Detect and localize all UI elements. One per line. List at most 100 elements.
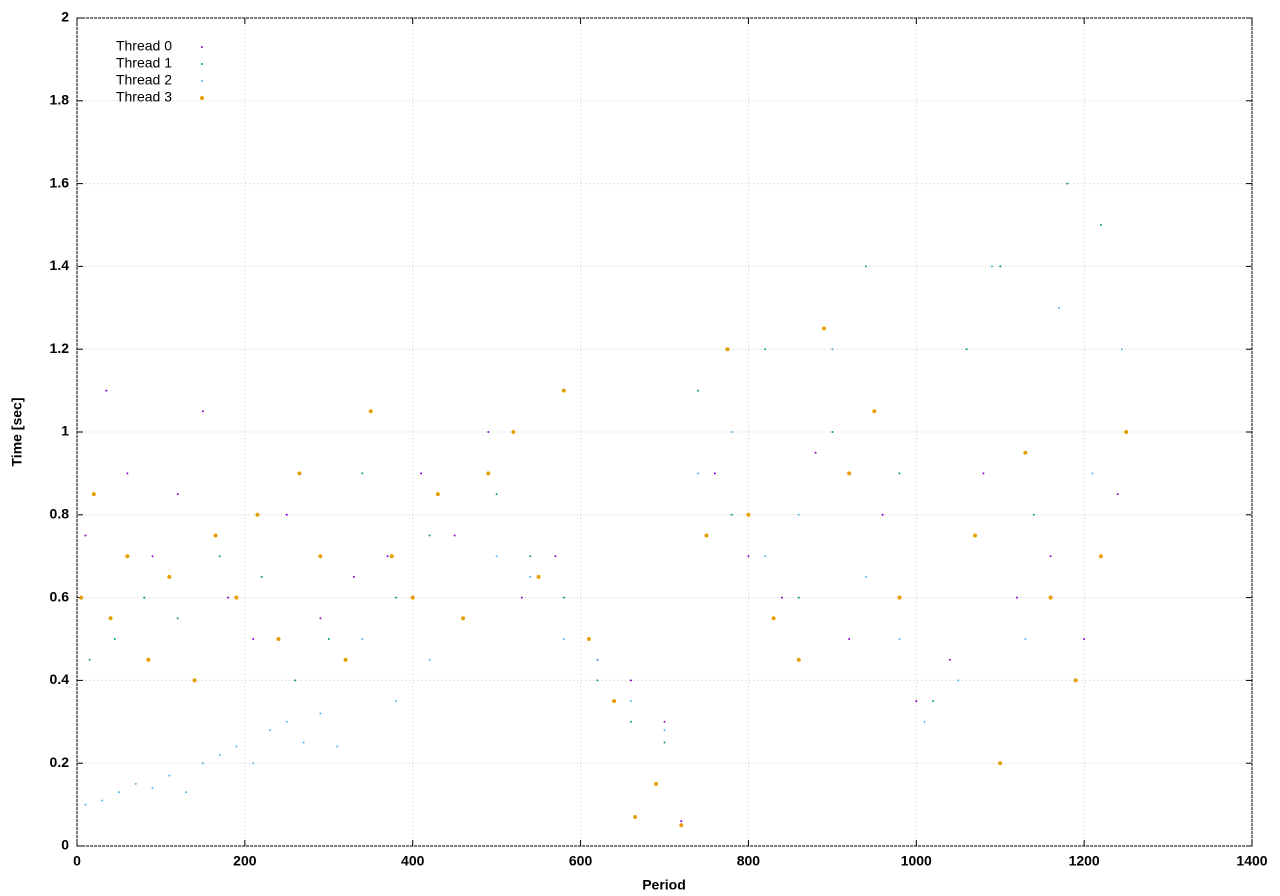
point (151, 787, 154, 790)
point (629, 700, 632, 703)
point (319, 617, 322, 620)
point (285, 720, 288, 723)
point (269, 729, 272, 732)
point (948, 658, 951, 661)
point (294, 679, 297, 682)
point (915, 700, 918, 703)
y-axis-label: Time [sec] (9, 398, 25, 467)
point (1083, 638, 1086, 640)
y-tick-label: 0.8 (50, 506, 70, 522)
point (126, 472, 129, 475)
point (697, 389, 700, 392)
point (1098, 554, 1103, 559)
x-axis-label: Period (642, 877, 686, 893)
point (201, 410, 204, 413)
point (897, 595, 902, 600)
point (327, 638, 330, 640)
point (297, 471, 302, 476)
point (898, 638, 901, 640)
point (957, 679, 960, 682)
point (420, 472, 423, 475)
point (255, 512, 260, 517)
point (486, 471, 491, 476)
point (771, 616, 776, 621)
point (113, 638, 116, 640)
point (1024, 638, 1027, 640)
point (704, 533, 709, 538)
point (998, 761, 1003, 766)
point (680, 820, 683, 823)
point (252, 762, 255, 765)
point (125, 554, 130, 559)
point (167, 574, 172, 579)
point (973, 533, 978, 538)
point (218, 753, 221, 756)
point (848, 638, 851, 640)
point (146, 657, 151, 662)
point (389, 554, 394, 559)
point (318, 554, 323, 559)
point (495, 493, 498, 496)
point (84, 534, 87, 537)
point (797, 596, 800, 599)
point (864, 265, 867, 268)
point (797, 513, 800, 516)
point (1066, 182, 1069, 185)
point (520, 596, 523, 599)
point (88, 658, 91, 661)
point (336, 745, 339, 748)
point (536, 574, 541, 579)
point (764, 348, 767, 351)
point (1116, 493, 1119, 496)
point (529, 555, 532, 558)
point (982, 472, 985, 475)
point (151, 555, 154, 558)
point (176, 617, 179, 620)
point (554, 555, 557, 558)
y-tick-label: 0.6 (50, 588, 70, 604)
point (1120, 348, 1123, 351)
point (932, 700, 935, 703)
point (260, 575, 263, 578)
x-tick-label: 800 (737, 853, 761, 869)
point (185, 791, 188, 794)
point (343, 657, 348, 662)
point (747, 555, 750, 558)
point (234, 595, 239, 600)
point (1032, 513, 1035, 516)
point (764, 555, 767, 558)
point (586, 637, 591, 641)
point (596, 679, 599, 682)
y-tick-label: 1.4 (50, 257, 70, 273)
y-tick-label: 1.6 (50, 174, 70, 190)
legend-marker (201, 80, 203, 82)
point (461, 616, 466, 621)
point (663, 720, 666, 723)
point (1091, 472, 1094, 475)
point (999, 265, 1002, 268)
point (394, 596, 397, 599)
point (831, 431, 834, 433)
point (235, 745, 238, 748)
point (495, 555, 498, 558)
point (730, 513, 733, 516)
point (872, 409, 877, 414)
x-tick-label: 1200 (1069, 853, 1100, 869)
point (881, 513, 884, 516)
point (361, 638, 364, 640)
point (143, 596, 146, 599)
point (428, 534, 431, 537)
point (1048, 595, 1053, 600)
point (410, 595, 415, 600)
point (227, 596, 230, 599)
point (511, 430, 516, 434)
point (864, 575, 867, 578)
point (352, 575, 355, 578)
point (821, 326, 826, 331)
point (453, 534, 456, 537)
y-tick-label: 1.8 (50, 92, 70, 108)
y-tick-label: 1.2 (50, 340, 70, 356)
point (730, 431, 733, 433)
x-tick-label: 200 (233, 853, 257, 869)
